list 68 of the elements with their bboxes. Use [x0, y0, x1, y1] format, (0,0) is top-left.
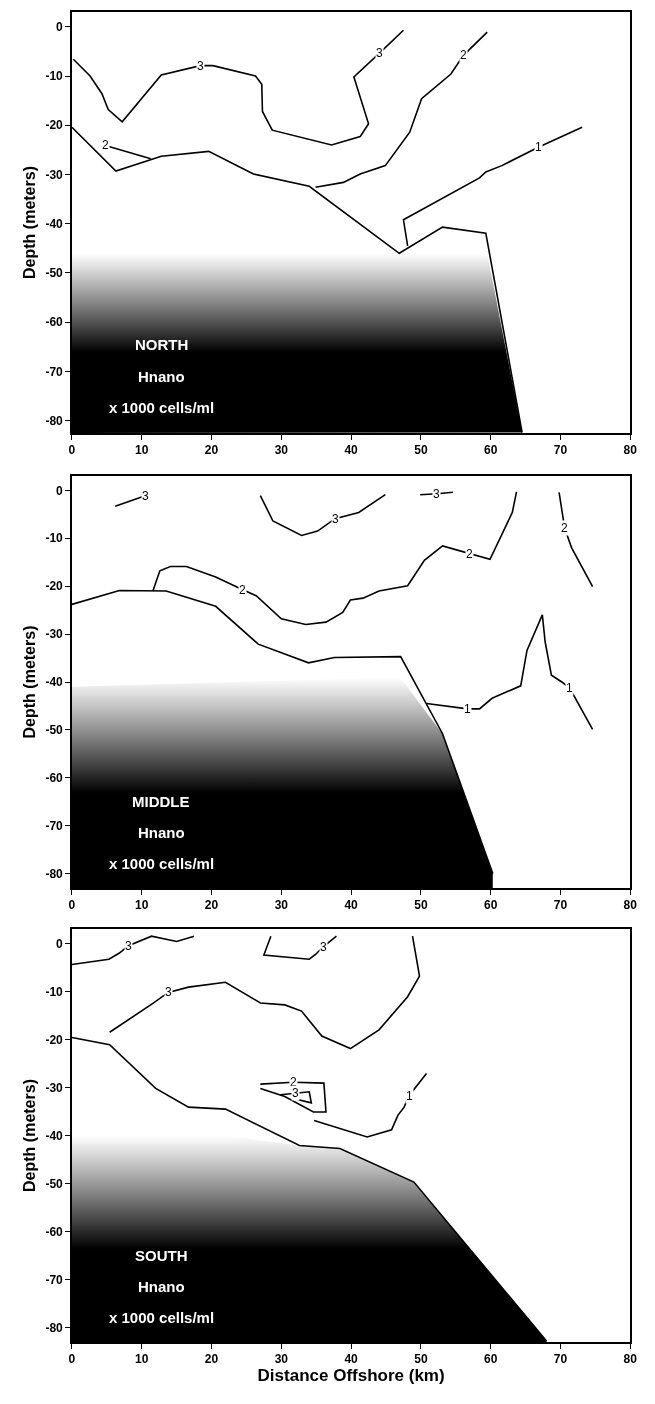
- y-tick-label: -30: [45, 1080, 64, 1095]
- x-tick-label: 70: [553, 1352, 568, 1367]
- x-tick-label: 10: [135, 1352, 149, 1367]
- x-tick-label: 50: [414, 1352, 428, 1367]
- y-tick-label: -80: [45, 866, 64, 881]
- x-tick-label: 20: [204, 898, 219, 913]
- y-tick-label: -40: [45, 216, 64, 231]
- annotation: x 1000 cells/ml: [109, 399, 215, 416]
- x-tick-label: 50: [414, 898, 428, 913]
- annotation: NORTH: [135, 336, 189, 353]
- y-tick-label: -30: [45, 627, 64, 642]
- y-tick-label: -20: [45, 579, 64, 594]
- annotation: 3: [142, 489, 149, 503]
- x-tick-label: 10: [135, 898, 149, 913]
- annotation: Hnano: [138, 368, 185, 385]
- y-axis-title: Depth (meters): [20, 1079, 38, 1192]
- y-tick-label: -10: [45, 984, 64, 999]
- y-tick-label: 0: [56, 936, 64, 951]
- y-tick-label: -10: [45, 531, 64, 546]
- annotation: MIDDLE: [132, 793, 190, 810]
- x-tick-label: 40: [344, 443, 359, 458]
- x-tick-label: 0: [68, 443, 76, 458]
- y-tick-label: -60: [45, 315, 64, 330]
- y-tick-label: 0: [56, 19, 64, 34]
- y-tick-label: -40: [45, 1128, 64, 1143]
- y-tick-label: -50: [45, 1176, 64, 1191]
- x-tick-label: 80: [623, 898, 638, 913]
- y-axis-title: Depth (meters): [20, 625, 38, 739]
- y-tick-label: -50: [45, 266, 64, 281]
- annotation: Hnano: [138, 1278, 185, 1295]
- x-tick-label: 30: [274, 443, 289, 458]
- x-tick-label: 80: [623, 1352, 638, 1367]
- x-tick-label: 40: [344, 1352, 359, 1367]
- x-tick-label: 70: [553, 898, 568, 913]
- y-tick-label: -40: [45, 675, 64, 690]
- x-tick-label: 10: [135, 443, 149, 458]
- x-tick-label: 70: [553, 443, 568, 458]
- x-tick-label: 30: [274, 1352, 289, 1367]
- y-tick-label: -80: [45, 1320, 64, 1335]
- y-tick-label: -60: [45, 771, 64, 786]
- annotation: SOUTH: [135, 1247, 188, 1264]
- x-tick-label: 50: [414, 443, 428, 458]
- x-tick-label: 0: [68, 1352, 76, 1367]
- x-tick-label: 30: [274, 898, 289, 913]
- y-tick-label: 0: [56, 483, 64, 498]
- x-tick-label: 60: [484, 898, 498, 913]
- y-tick-label: -60: [45, 1224, 64, 1239]
- y-axis-title: Depth (meters): [20, 166, 38, 279]
- y-tick-label: -70: [45, 364, 64, 379]
- x-tick-label: 60: [484, 443, 498, 458]
- y-tick-label: -20: [45, 1032, 64, 1047]
- y-tick-label: -10: [45, 69, 64, 84]
- x-tick-label: 80: [623, 443, 638, 458]
- annotation: x 1000 cells/ml: [109, 855, 215, 872]
- x-tick-label: 40: [344, 898, 359, 913]
- y-tick-label: -20: [45, 118, 64, 133]
- y-tick-label: -70: [45, 1272, 64, 1287]
- x-tick-label: 60: [484, 1352, 498, 1367]
- x-axis-title: Distance Offshore (km): [257, 1366, 445, 1386]
- y-tick-label: -30: [45, 167, 64, 182]
- x-tick-label: 0: [68, 898, 76, 913]
- y-tick-label: -50: [45, 723, 64, 738]
- x-tick-label: 20: [204, 443, 219, 458]
- y-tick-label: -70: [45, 818, 64, 833]
- y-tick-label: -80: [45, 413, 64, 428]
- annotation: x 1000 cells/ml: [109, 1309, 215, 1326]
- x-tick-label: 20: [204, 1352, 219, 1367]
- annotation: Hnano: [138, 824, 185, 841]
